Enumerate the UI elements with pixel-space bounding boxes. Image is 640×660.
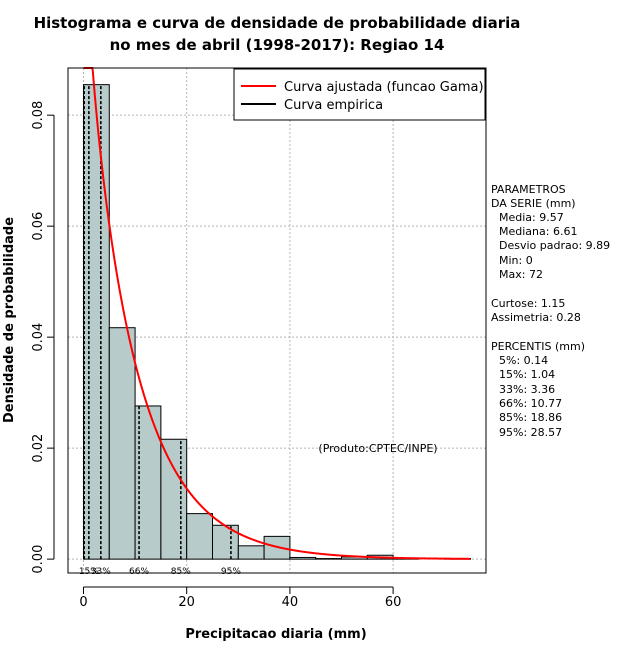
percentile-line-label-3: 66% (129, 567, 149, 577)
x-tick-label-20: 20 (178, 595, 195, 610)
histogram-bar-4 (186, 513, 213, 560)
legend-label-empirical: Curva empirica (284, 98, 383, 113)
chart-title-line-1: Histograma e curva de densidade de proba… (34, 14, 521, 32)
y-tick-label-1: 0.02 (31, 434, 46, 463)
chart-title-line-2: no mes de abril (1998-2017): Regiao 14 (110, 36, 445, 54)
x-axis: 0 20 40 60 (79, 586, 402, 610)
x-tick-label-0: 0 (79, 595, 87, 610)
percentile-line-label-4: 85% (171, 567, 191, 577)
histogram-bar-3 (160, 438, 188, 560)
plot-frame (67, 67, 487, 574)
x-axis-title: Precipitacao diaria (mm) (185, 627, 366, 642)
histogram-bars (82, 84, 472, 560)
y-tick-label-2: 0.04 (31, 323, 46, 352)
stat-median: Mediana: 6.61 (499, 225, 577, 238)
histogram-bar-8 (289, 556, 317, 560)
percentile-33: 33%: 3.36 (499, 383, 555, 396)
y-tick-label-4: 0.08 (31, 101, 46, 130)
histogram-bar-1 (108, 327, 136, 560)
panel-title-line-1: PARAMETROS (491, 183, 566, 196)
credit-annotation: (Produto:CPTEC/INPE) (318, 442, 437, 455)
series-parameters-panel: PARAMETROS DA SERIE (mm) Media: 9.57 Med… (491, 183, 610, 439)
fitted-gamma-curve (83, 67, 471, 560)
stat-min: Min: 0 (499, 254, 533, 267)
stat-mean: Media: 9.57 (499, 211, 564, 224)
percentile-5: 5%: 0.14 (499, 354, 548, 367)
percentile-15: 15%: 1.04 (499, 368, 555, 381)
percentile-95: 95%: 28.57 (499, 426, 562, 439)
x-tick-label-40: 40 (282, 595, 299, 610)
percentile-line-label-5: 95% (221, 567, 241, 577)
percentile-line-label-2: 33% (91, 567, 111, 577)
stat-kurtosis: Curtose: 1.15 (491, 297, 565, 310)
histogram-bar-0 (82, 84, 110, 560)
stat-std-dev: Desvio padrao: 9.89 (499, 239, 610, 252)
y-tick-label-3: 0.06 (31, 212, 46, 241)
x-tick-label-60: 60 (385, 595, 402, 610)
legend-label-fitted: Curva ajustada (funcao Gama) (284, 80, 484, 95)
histogram-bar-9 (315, 558, 343, 560)
stat-skewness: Assimetria: 0.28 (491, 311, 581, 324)
percentile-66: 66%: 10.77 (499, 397, 562, 410)
legend-box (233, 68, 486, 121)
y-axis: 0.00 0.02 0.04 0.06 0.08 (31, 101, 55, 574)
percentiles-title: PERCENTIS (mm) (491, 340, 585, 353)
histogram-bar-6 (237, 545, 265, 560)
legend: Curva ajustada (funcao Gama) Curva empir… (233, 68, 486, 121)
percentile-labels: 15%33% 66% 85% 95% (79, 567, 242, 577)
fitted-curve (83, 67, 471, 560)
y-tick-label-0: 0.00 (31, 545, 46, 574)
percentile-85: 85%: 18.86 (499, 411, 562, 424)
stat-max: Max: 72 (499, 268, 543, 281)
panel-title-line-2: DA SERIE (mm) (491, 197, 576, 210)
y-axis-title: Densidade de probabilidade (2, 217, 17, 423)
percentile-line-label-1: 15% (79, 567, 99, 577)
